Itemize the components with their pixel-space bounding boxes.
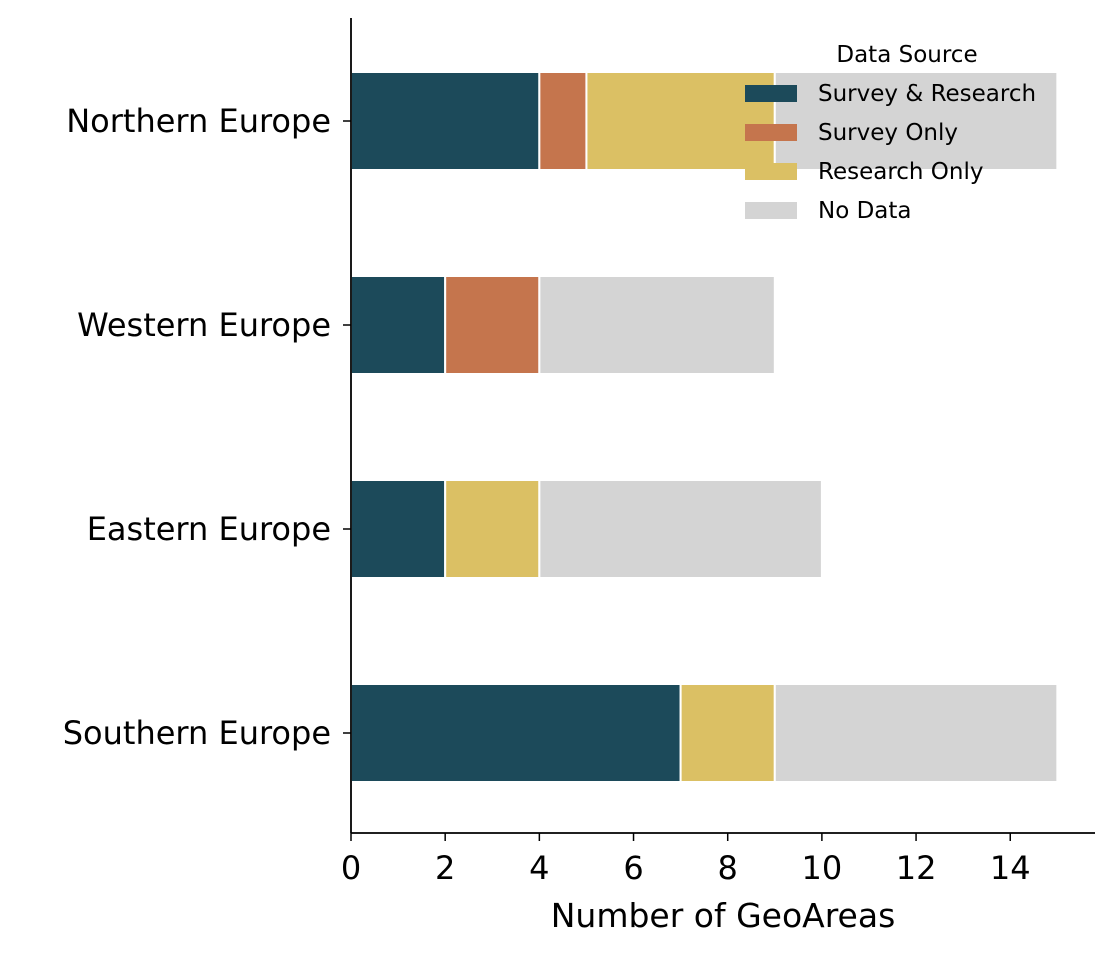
bar-northern-europe-research-only [585, 71, 776, 171]
x-tick-label-10: 10 [802, 849, 843, 887]
legend-label-survey-only: Survey Only [818, 120, 958, 146]
x-axis-title: Number of GeoAreas [551, 896, 896, 935]
legend-swatch-no-data [745, 202, 797, 219]
axes-layer [350, 18, 1095, 834]
legend-label-no-data: No Data [818, 198, 912, 224]
x-tick-label-8: 8 [718, 849, 738, 887]
y-ticks-layer: Northern Europe Western Europe Eastern Eur… [63, 102, 351, 752]
legend-label-research-only: Research Only [818, 159, 984, 185]
bar-southern-europe-survey-and-research [350, 683, 682, 783]
legend-swatch-survey-and-research [745, 85, 797, 102]
y-tick-label-western-europe: Western Europe [77, 306, 331, 344]
legend: Data Source Survey & Research Survey Only… [745, 42, 1036, 224]
bars-layer [350, 71, 1059, 783]
x-tick-label-2: 2 [435, 849, 455, 887]
x-tick-label-0: 0 [341, 849, 361, 887]
y-tick-label-southern-europe: Southern Europe [63, 714, 331, 752]
x-tick-label-12: 12 [896, 849, 937, 887]
bar-eastern-europe-no-data [538, 479, 823, 579]
bar-southern-europe-no-data [773, 683, 1059, 783]
legend-swatch-research-only [745, 163, 797, 180]
legend-label-survey-and-research: Survey & Research [818, 81, 1036, 107]
y-tick-label-eastern-europe: Eastern Europe [87, 510, 331, 548]
bar-western-europe-no-data [538, 275, 776, 375]
bar-western-europe-survey-and-research [350, 275, 447, 375]
x-tick-label-4: 4 [529, 849, 549, 887]
x-tick-label-14: 14 [990, 849, 1031, 887]
bar-eastern-europe-research-only [444, 479, 541, 579]
x-ticks-layer: 0 2 4 6 8 10 12 14 [341, 833, 1031, 887]
legend-title: Data Source [836, 42, 977, 68]
x-tick-label-6: 6 [623, 849, 643, 887]
y-tick-label-northern-europe: Northern Europe [66, 102, 331, 140]
bar-southern-europe-research-only [679, 683, 776, 783]
legend-swatch-survey-only [745, 124, 797, 141]
bar-northern-europe-survey-and-research [350, 71, 541, 171]
bar-northern-europe-no-data [773, 71, 1059, 171]
bar-eastern-europe-survey-and-research [350, 479, 447, 579]
bar-western-europe-survey-only [444, 275, 541, 375]
bar-northern-europe-survey-only [538, 71, 588, 171]
